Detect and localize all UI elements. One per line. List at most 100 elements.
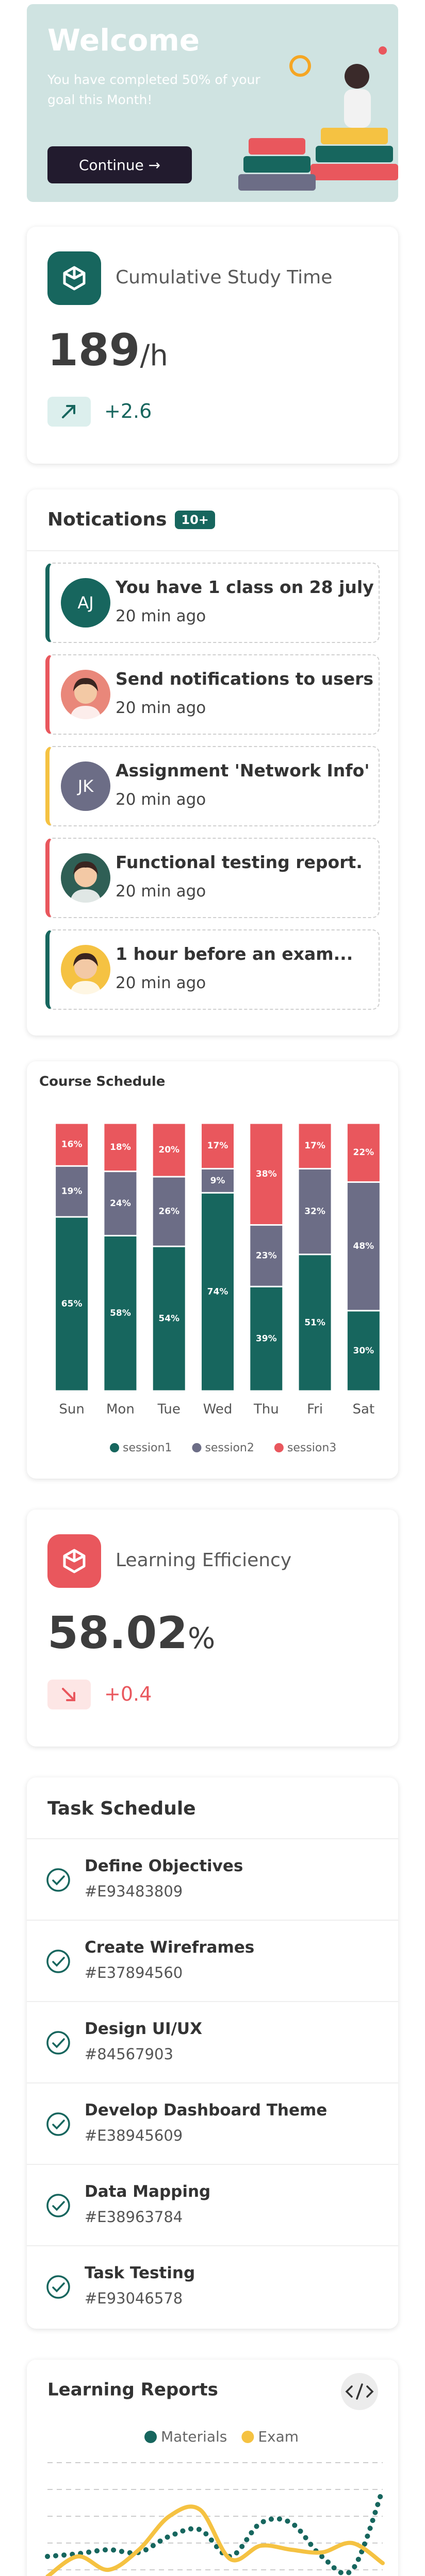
bar-segment bbox=[153, 1247, 185, 1391]
shoulders bbox=[70, 889, 101, 903]
stat-icon bbox=[47, 251, 101, 305]
avatar: AJ bbox=[61, 578, 110, 628]
bar-segment bbox=[299, 1124, 331, 1168]
value-label: 9% bbox=[210, 1176, 225, 1186]
trend-pill bbox=[47, 397, 91, 427]
value-label: 16% bbox=[61, 1140, 83, 1150]
value-label: 74% bbox=[207, 1287, 228, 1297]
notification-text: Assignment 'Network Info' ... bbox=[116, 760, 373, 781]
legend-swatch bbox=[241, 2431, 254, 2443]
legend-label: Materials bbox=[161, 2428, 227, 2445]
bar-segment bbox=[202, 1169, 234, 1192]
notification-time: 20 min ago bbox=[116, 974, 206, 992]
check-icon bbox=[46, 2275, 70, 2299]
notification-item[interactable]: Send notifications to users... 20 min ago bbox=[45, 654, 380, 735]
notification-item[interactable]: JK Assignment 'Network Info' ... 20 min ag… bbox=[45, 746, 380, 826]
notification-time: 20 min ago bbox=[116, 882, 206, 901]
stat-change: +2.6 bbox=[104, 400, 152, 422]
study-time-card: Cumulative Study Time 189/h +2.6 bbox=[27, 227, 398, 464]
arrow bbox=[62, 1688, 75, 1701]
avatar bbox=[61, 853, 110, 903]
task-row: Task Testing #E93046578 bbox=[27, 2245, 398, 2327]
task-row: Create Wireframes #E37894560 bbox=[27, 1920, 398, 2001]
shoulders bbox=[70, 981, 101, 994]
value-label: 48% bbox=[353, 1241, 374, 1251]
x-tick-label: Wed bbox=[203, 1402, 233, 1417]
value-label: 30% bbox=[353, 1346, 374, 1356]
task-row: Develop Dashboard Theme #E38945609 bbox=[27, 2082, 398, 2164]
code-glyph bbox=[345, 2383, 374, 2400]
stat-value: 189 bbox=[47, 325, 140, 376]
task-id: #E37894560 bbox=[85, 1964, 183, 1981]
code-button[interactable] bbox=[341, 2373, 378, 2410]
x-tick-label: Mon bbox=[106, 1402, 135, 1417]
value-label: 24% bbox=[110, 1198, 131, 1209]
legend-label: session2 bbox=[205, 1442, 254, 1454]
bar-segment bbox=[250, 1124, 283, 1225]
notification-item[interactable]: 1 hour before an exam... 20 min ago bbox=[45, 929, 380, 1010]
notification-text: Send notifications to users... bbox=[116, 669, 373, 689]
check-circle bbox=[46, 2194, 70, 2217]
bar-segment bbox=[299, 1255, 331, 1391]
hair bbox=[73, 953, 98, 967]
shoulders bbox=[70, 706, 101, 719]
legend-label: session3 bbox=[287, 1442, 336, 1454]
notification-text: You have 1 class on 28 july bbox=[116, 577, 373, 597]
stat-title: Cumulative Study Time bbox=[116, 267, 333, 288]
dot bbox=[379, 46, 387, 55]
avatar-photo bbox=[70, 953, 101, 994]
check-circle bbox=[46, 1950, 70, 1973]
welcome-banner: Welcome You have completed 50% of your go… bbox=[27, 4, 398, 202]
continue-button[interactable]: Continue → bbox=[47, 146, 192, 183]
bar-segment bbox=[202, 1193, 234, 1391]
check-mark bbox=[52, 2201, 65, 2211]
book bbox=[310, 164, 398, 180]
notification-text: 1 hour before an exam... bbox=[116, 944, 353, 964]
check-circle bbox=[46, 2031, 70, 2055]
gear bbox=[289, 55, 311, 77]
x-tick-label: Thu bbox=[253, 1402, 279, 1417]
avatar-photo bbox=[70, 678, 101, 719]
legend-swatch bbox=[192, 1443, 202, 1452]
task-row: Data Mapping #E38963784 bbox=[27, 2164, 398, 2245]
task-name: Task Testing bbox=[85, 2264, 195, 2282]
count-badge: 10+ bbox=[175, 510, 215, 529]
bar-segment bbox=[153, 1124, 185, 1176]
hair bbox=[73, 861, 98, 875]
bar-segment bbox=[202, 1124, 234, 1168]
trend-arrow bbox=[62, 1688, 75, 1701]
bar-segment bbox=[56, 1166, 88, 1216]
banner-text: You have completed 50% of your goal this… bbox=[47, 72, 260, 107]
notification-time: 20 min ago bbox=[116, 607, 206, 625]
icon-glyph bbox=[63, 1549, 86, 1573]
check-circle bbox=[46, 2275, 70, 2299]
bar-segment bbox=[347, 1182, 380, 1310]
notifications-title: Notications bbox=[47, 509, 167, 530]
course-schedule-card: Course Schedule Sun 65% 19% 16% Mon 58% 24% 18% T… bbox=[27, 1061, 398, 1479]
arrow bbox=[62, 405, 75, 418]
banner-title: Welcome bbox=[47, 23, 200, 58]
hair bbox=[73, 678, 98, 691]
notifications-header: Notications 10+ bbox=[47, 509, 215, 530]
notification-time: 20 min ago bbox=[116, 790, 206, 809]
notification-item[interactable]: Functional testing report. 20 min ago bbox=[45, 838, 380, 918]
value-label: 19% bbox=[61, 1187, 83, 1197]
stat-value-row: 58.02% bbox=[47, 1607, 215, 1659]
notification-item[interactable]: AJ You have 1 class on 28 july 20 min ago bbox=[45, 563, 380, 643]
stat-title: Learning Efficiency bbox=[116, 1550, 292, 1571]
legend-label: session1 bbox=[123, 1442, 172, 1454]
avatar: JK bbox=[61, 761, 110, 811]
legend-swatch bbox=[110, 1443, 119, 1452]
task-id: #E38963784 bbox=[85, 2208, 183, 2226]
value-label: 17% bbox=[207, 1141, 228, 1151]
bar-segment bbox=[347, 1311, 380, 1391]
trend-arrow bbox=[62, 405, 75, 418]
stat-icon bbox=[47, 1534, 101, 1588]
value-label: 51% bbox=[304, 1317, 325, 1328]
task-row: Define Objectives #E93483809 bbox=[27, 1838, 398, 1920]
bar-segment bbox=[104, 1172, 137, 1235]
cube-glyph bbox=[63, 1549, 86, 1573]
bar-segment bbox=[56, 1217, 88, 1391]
bar-chart: Course Schedule Sun 65% 19% 16% Mon 58% 24% 18% T… bbox=[39, 1074, 380, 1454]
